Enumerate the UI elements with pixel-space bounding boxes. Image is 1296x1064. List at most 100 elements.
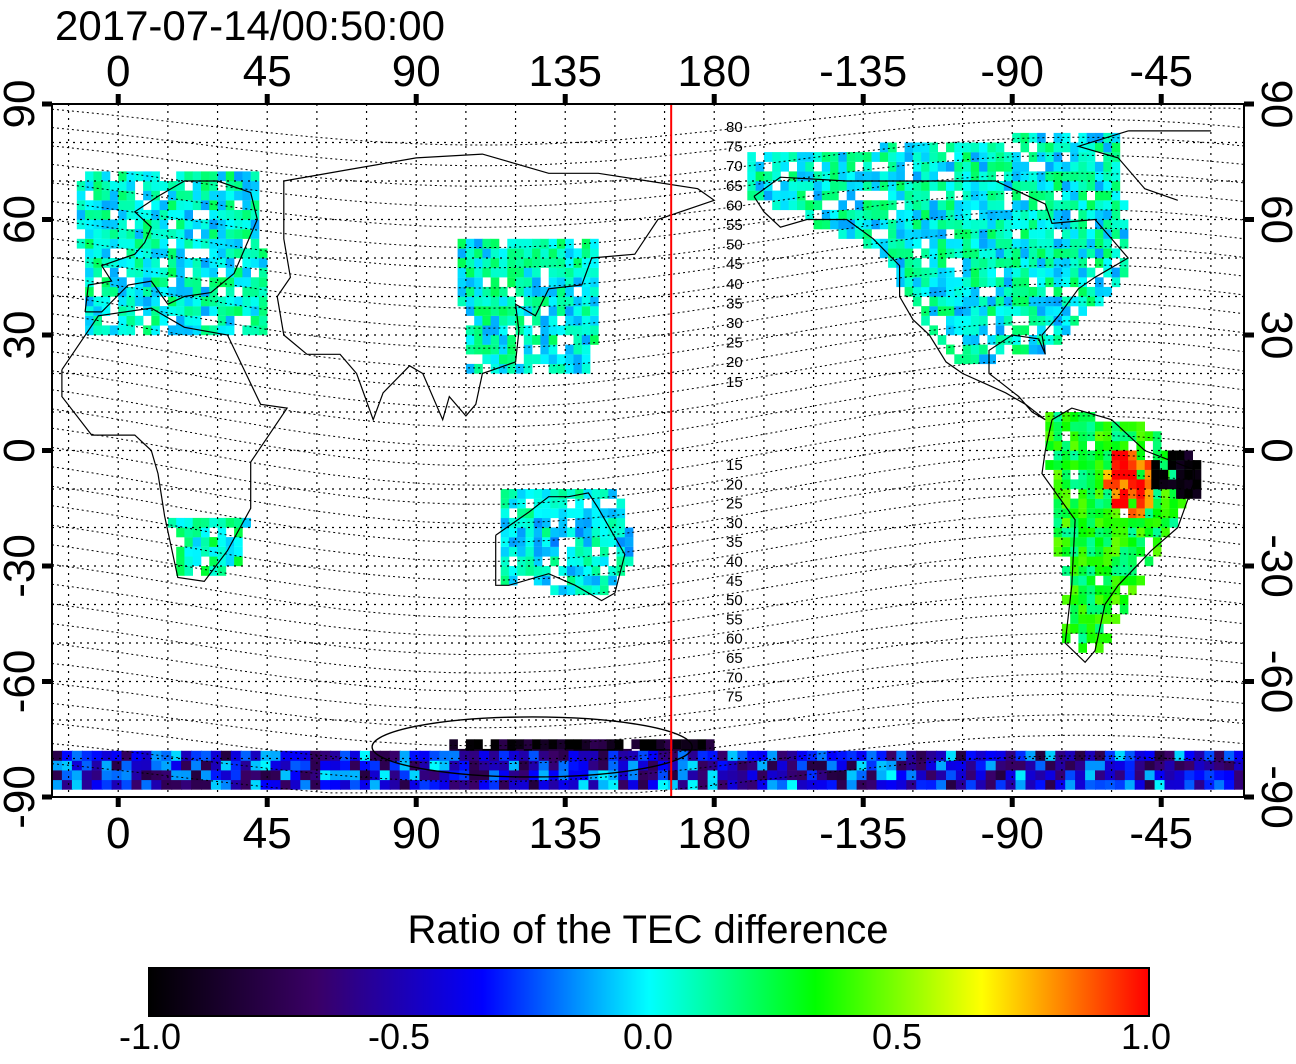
top-lon-tick: -135 [819, 47, 907, 96]
contour-label-north: 70 [726, 158, 743, 175]
contour-label-north: 45 [726, 256, 743, 273]
magnetic-latitude-contour [52, 396, 1244, 467]
left-lat-tick: 90 [0, 80, 44, 129]
contour-label-north: 50 [726, 237, 743, 254]
tec-patch-north-america [747, 132, 1129, 365]
coastline [495, 492, 626, 602]
coastline [753, 176, 1130, 421]
bottom-lon-tick: -45 [1129, 809, 1193, 858]
timestamp-label: 2017-07-14/00:50:00 [55, 2, 445, 49]
right-lat-tick: 30 [1252, 311, 1296, 360]
bottom-lon-tick: -90 [980, 809, 1044, 858]
contour-label-north: 35 [726, 295, 743, 312]
tec-patch-europe [76, 171, 268, 336]
left-lat-tick: -90 [0, 765, 44, 829]
contour-label-south: 70 [726, 669, 743, 686]
right-lat-tick: 90 [1252, 80, 1296, 129]
magnetic-latitude-contour [52, 320, 1244, 389]
top-lon-tick: 45 [243, 47, 292, 96]
colorbar-gradient [148, 967, 1150, 1017]
colorbar-tick-label: 0.5 [871, 1016, 923, 1057]
coastline [276, 153, 716, 422]
magnetic-latitude-contour [52, 612, 1244, 674]
contour-label-south: 20 [726, 476, 743, 493]
contour-label-south: 25 [726, 496, 743, 513]
top-lon-tick: -90 [980, 47, 1044, 96]
right-lat-tick: -30 [1252, 534, 1296, 598]
left-lat-tick: -30 [0, 534, 44, 598]
magnetic-latitude-contour [52, 136, 1244, 187]
top-lon-tick: 90 [392, 47, 441, 96]
magnetic-latitude-contour [52, 473, 1244, 543]
bottom-longitude-ticks: 0 45 90 135 180 -135 -90 -45 [106, 809, 1193, 858]
magnetic-latitude-contour [52, 358, 1244, 428]
magnetic-latitude-contour [52, 301, 1244, 369]
magnetic-latitude-contour [52, 632, 1244, 692]
magnetic-latitude-contour [52, 339, 1244, 408]
magnetic-latitude-contour [52, 493, 1244, 562]
antarctica-outline [371, 716, 693, 778]
contour-label-south: 75 [726, 689, 743, 706]
bottom-lon-tick: 90 [392, 809, 441, 858]
contour-label-south: 30 [726, 515, 743, 532]
top-lon-tick: -45 [1129, 47, 1193, 96]
contour-labels: 80 75 70 65 60 55 50 45 40 35 30 25 20 15 15 20 25 30 35 40… [726, 119, 743, 706]
left-lat-tick: -60 [0, 650, 44, 714]
contour-label-south: 35 [726, 534, 743, 551]
magnetic-latitude-contour [52, 512, 1244, 581]
coastline [52, 130, 1211, 201]
magnetic-latitude-contour [52, 755, 1244, 794]
tec-data-layer [52, 132, 1244, 790]
magnetic-latitude-contour [52, 154, 1244, 208]
contour-label-south: 50 [726, 592, 743, 609]
tec-patch-east-asia [457, 238, 599, 374]
left-lat-tick: 60 [0, 195, 44, 244]
right-latitude-ticks: 90 60 30 0 -30 -60 -90 [1252, 80, 1296, 829]
bottom-lon-tick: 180 [678, 809, 751, 858]
bottom-lon-tick: -135 [819, 809, 907, 858]
magnetic-latitude-contour [52, 714, 1244, 765]
contour-label-south: 45 [726, 573, 743, 590]
bottom-lon-tick: 0 [106, 809, 130, 858]
right-lat-tick: -90 [1252, 765, 1296, 829]
left-lat-tick: 0 [0, 438, 44, 462]
colorbar-title: Ratio of the TEC difference [407, 908, 889, 952]
contour-label-south: 15 [726, 457, 743, 474]
contour-label-north: 80 [726, 119, 743, 136]
top-lon-tick: 180 [678, 47, 751, 96]
frame-ticks [42, 94, 1254, 807]
magnetic-latitude-contour [52, 191, 1244, 248]
magnetic-latitude-contour [52, 227, 1244, 289]
magnetic-latitude-contour [52, 245, 1244, 309]
contour-label-south: 60 [726, 631, 743, 648]
right-lat-tick: -60 [1252, 650, 1296, 714]
contour-label-north: 65 [726, 178, 743, 195]
top-longitude-ticks: 0 45 90 135 180 -135 -90 -45 [106, 47, 1193, 96]
contour-label-north: 30 [726, 315, 743, 332]
magnetic-latitude-contour [52, 532, 1244, 600]
colorbar-tick-label: 0.0 [622, 1016, 674, 1057]
contour-label-north: 20 [726, 354, 743, 371]
contour-label-south: 40 [726, 554, 743, 571]
contour-label-north: 55 [726, 217, 743, 234]
tec-patch-south-polar-strip [52, 750, 1244, 790]
coastline [1041, 407, 1195, 664]
colorbar-tick-label: 1.0 [1120, 1016, 1172, 1057]
magnetic-latitude-contour [52, 377, 1244, 447]
magnetic-latitude-contour [52, 734, 1244, 783]
coastline [84, 180, 258, 313]
tec-patch-africa-south [167, 517, 251, 576]
colorbar-tick-label: -1.0 [118, 1016, 182, 1057]
top-lon-tick: 0 [106, 47, 130, 96]
magnetic-latitude-contour [52, 172, 1244, 228]
magnetic-latitude-contour [52, 673, 1244, 729]
colorbar-tick-label: -0.5 [367, 1016, 431, 1057]
magnetic-latitude-contour [52, 552, 1244, 619]
magnetic-latitude-contour [52, 107, 1244, 146]
contour-label-north: 75 [726, 139, 743, 156]
contour-label-north: 40 [726, 276, 743, 293]
contour-label-south: 55 [726, 611, 743, 628]
lat-lon-grid [52, 104, 1244, 797]
coastlines [52, 130, 1211, 778]
magnetic-latitude-contour [52, 264, 1244, 329]
